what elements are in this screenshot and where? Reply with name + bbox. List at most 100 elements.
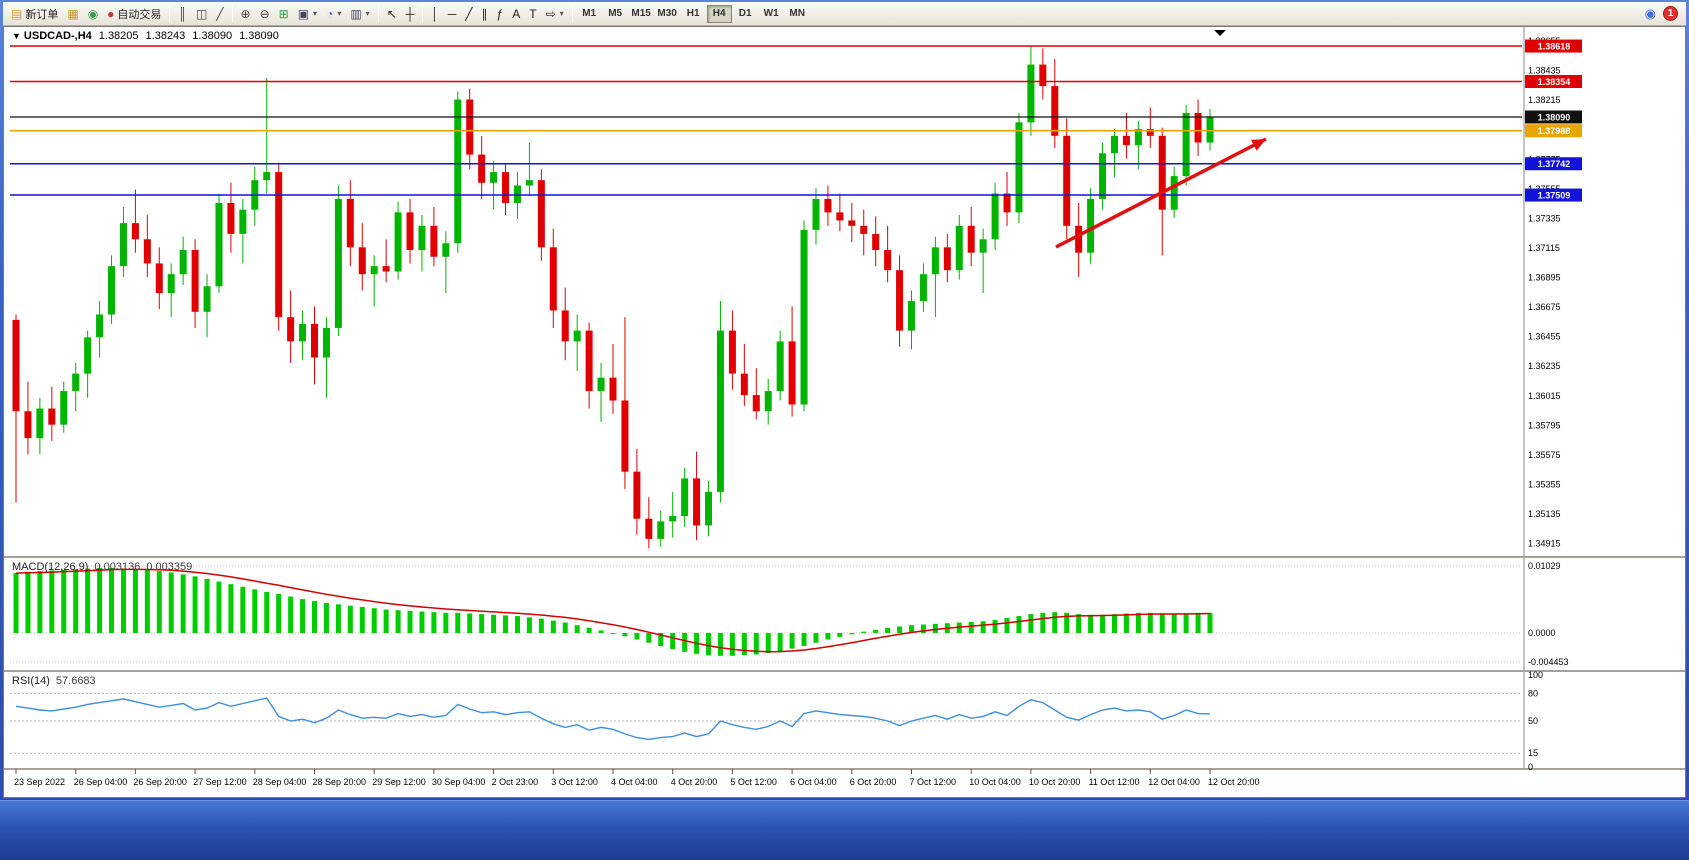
timeframe-m1-button[interactable]: M1 <box>577 5 602 23</box>
toolbar-divider <box>169 5 171 22</box>
vertical-line-tool-icon: │ <box>431 6 439 21</box>
candlestick-mode-button[interactable]: ◫ <box>192 4 211 24</box>
macd-histogram-bar <box>1088 614 1094 633</box>
timeframe-mn-button[interactable]: MN <box>785 5 810 23</box>
time-label: 12 Oct 20:00 <box>1208 777 1260 787</box>
notification-badge[interactable]: 1 <box>1663 6 1678 21</box>
price-flag-support-upper <box>1525 157 1582 171</box>
fibonacci-tool-button[interactable]: ƒ <box>493 4 508 24</box>
macd-histogram-bar <box>491 614 497 633</box>
vertical-line-tool-button[interactable]: │ <box>427 4 443 24</box>
new-order-button[interactable]: ▤ 新订单 <box>7 4 62 24</box>
community-button[interactable]: ◉ <box>84 4 102 24</box>
macd-signal-line <box>15 568 1211 653</box>
timeframe-m15-button[interactable]: M15 <box>629 5 654 23</box>
tile-windows-icon: ⊞ <box>278 6 289 21</box>
macd-histogram-bar <box>682 633 688 652</box>
candle-bearish <box>872 233 880 251</box>
candle-bearish <box>645 518 653 539</box>
timeframe-h1-button[interactable]: H1 <box>681 5 706 23</box>
timeframe-m30-button[interactable]: M30 <box>655 5 680 23</box>
candle-bearish <box>1146 129 1154 136</box>
auto-trading-button[interactable]: ● 自动交易 <box>103 4 165 24</box>
candle-bearish <box>585 330 593 392</box>
candle-bearish <box>311 323 318 358</box>
macd-histogram-bar <box>765 633 771 654</box>
macd-histogram-bar <box>1111 614 1117 633</box>
candle-bullish <box>1027 64 1035 123</box>
candle-bullish <box>108 266 116 315</box>
chart-canvas[interactable]: 1.386551.384351.382151.379951.377751.375… <box>4 27 1685 797</box>
horizontal-line-tool-button[interactable]: ─ <box>444 4 461 24</box>
macd-histogram-bar <box>658 633 664 647</box>
price-flag-label: 1.37988 <box>1538 126 1571 136</box>
hlines-layer: 1.38618 1.38354 1.38090 1.37988 1.37742 1.375… <box>10 39 1582 202</box>
macd-histogram-bar <box>526 617 532 633</box>
time-label: 6 Oct 20:00 <box>850 777 897 787</box>
chart-profile-button[interactable]: ◔ ▾ <box>322 4 345 24</box>
candle-bullish <box>1110 135 1118 154</box>
time-label: 29 Sep 12:00 <box>372 777 426 787</box>
candle-bullish <box>931 247 939 275</box>
price-flag-label: 1.38090 <box>1538 112 1571 122</box>
macd-histogram-bar <box>1016 616 1022 633</box>
candle-bearish <box>943 247 951 271</box>
arrows-tool-dropdown-icon[interactable]: ▾ <box>559 9 564 18</box>
macd-histogram-bar <box>670 633 676 650</box>
trend-arrow-shaft[interactable] <box>1055 137 1267 249</box>
arrows-tool-button[interactable]: ⇨ ▾ <box>542 4 568 24</box>
macd-pane: 0.01029 0.0000 -0.004453 <box>10 561 1569 667</box>
tile-windows-button[interactable]: ⊞ <box>275 4 293 24</box>
timeframe-w1-button[interactable]: W1 <box>759 5 784 23</box>
macd-histogram-bar <box>1100 614 1106 633</box>
indicators-list-button[interactable]: ▥ ▾ <box>346 4 373 24</box>
candle-bearish <box>227 202 235 234</box>
chart-profile-dropdown-icon[interactable]: ▾ <box>337 9 342 18</box>
time-label: 5 Oct 12:00 <box>730 777 777 787</box>
timeframe-h4-button[interactable]: H4 <box>706 4 732 23</box>
crosshair-tool-button[interactable]: ┼ <box>402 4 419 24</box>
chart-shift-marker[interactable] <box>1214 30 1226 36</box>
price-tick-label: 1.36895 <box>1528 273 1561 283</box>
macd-histogram-bar <box>1207 612 1213 633</box>
macd-histogram-bar <box>1052 612 1058 633</box>
community-search-icon[interactable]: ◉ <box>1644 6 1656 21</box>
macd-histogram-bar <box>240 586 246 633</box>
zoom-in-button[interactable]: ⊕ <box>237 4 255 24</box>
chart-window: 1.386551.384351.382151.379951.377751.375… <box>3 26 1686 798</box>
macd-histogram-bar <box>335 604 341 633</box>
candle-bearish <box>633 471 641 519</box>
timeframe-d1-button[interactable]: D1 <box>733 5 758 23</box>
new-chart-dropdown-icon[interactable]: ▾ <box>313 9 318 18</box>
rsi-axis-label: 100 <box>1528 670 1543 680</box>
line-chart-mode-button[interactable]: ╱ <box>212 4 227 24</box>
candle-bearish <box>1039 64 1047 87</box>
macd-histogram-bar <box>610 633 616 634</box>
indicators-list-dropdown-icon[interactable]: ▾ <box>365 9 370 18</box>
horizontal-line-tool-icon: ─ <box>447 6 457 21</box>
zoom-out-button[interactable]: ⊖ <box>256 4 274 24</box>
price-tick-label: 1.38215 <box>1528 95 1561 105</box>
time-label: 28 Sep 20:00 <box>313 777 367 787</box>
macd-histogram-bar <box>109 567 115 633</box>
macd-histogram-bar <box>73 569 79 633</box>
time-label: 7 Oct 12:00 <box>910 777 957 787</box>
macd-histogram-bar <box>1147 612 1153 633</box>
candle-bullish <box>60 391 68 425</box>
candle-bearish <box>1194 112 1202 143</box>
macd-histogram-bar <box>909 625 914 633</box>
trend-arrow-annotation[interactable] <box>1055 137 1267 249</box>
text-label-tool-button[interactable]: T <box>525 4 540 24</box>
bar-chart-mode-button[interactable]: ║ <box>174 4 191 24</box>
timeframe-m5-button[interactable]: M5 <box>603 5 628 23</box>
cursor-tool-button[interactable]: ↖ <box>383 4 401 24</box>
macd-histogram-bar <box>503 615 509 633</box>
new-chart-button[interactable]: ▣ ▾ <box>294 4 321 24</box>
macd-histogram-bar <box>192 576 198 633</box>
macd-histogram-bar <box>168 572 174 633</box>
text-tool-button[interactable]: A <box>508 4 524 24</box>
chart-profiles-button[interactable]: ▦ <box>63 4 82 24</box>
equidistant-channel-tool-button[interactable]: ∥ <box>478 4 492 24</box>
time-label: 12 Oct 04:00 <box>1148 777 1200 787</box>
trendline-tool-button[interactable]: ╱ <box>461 4 476 24</box>
